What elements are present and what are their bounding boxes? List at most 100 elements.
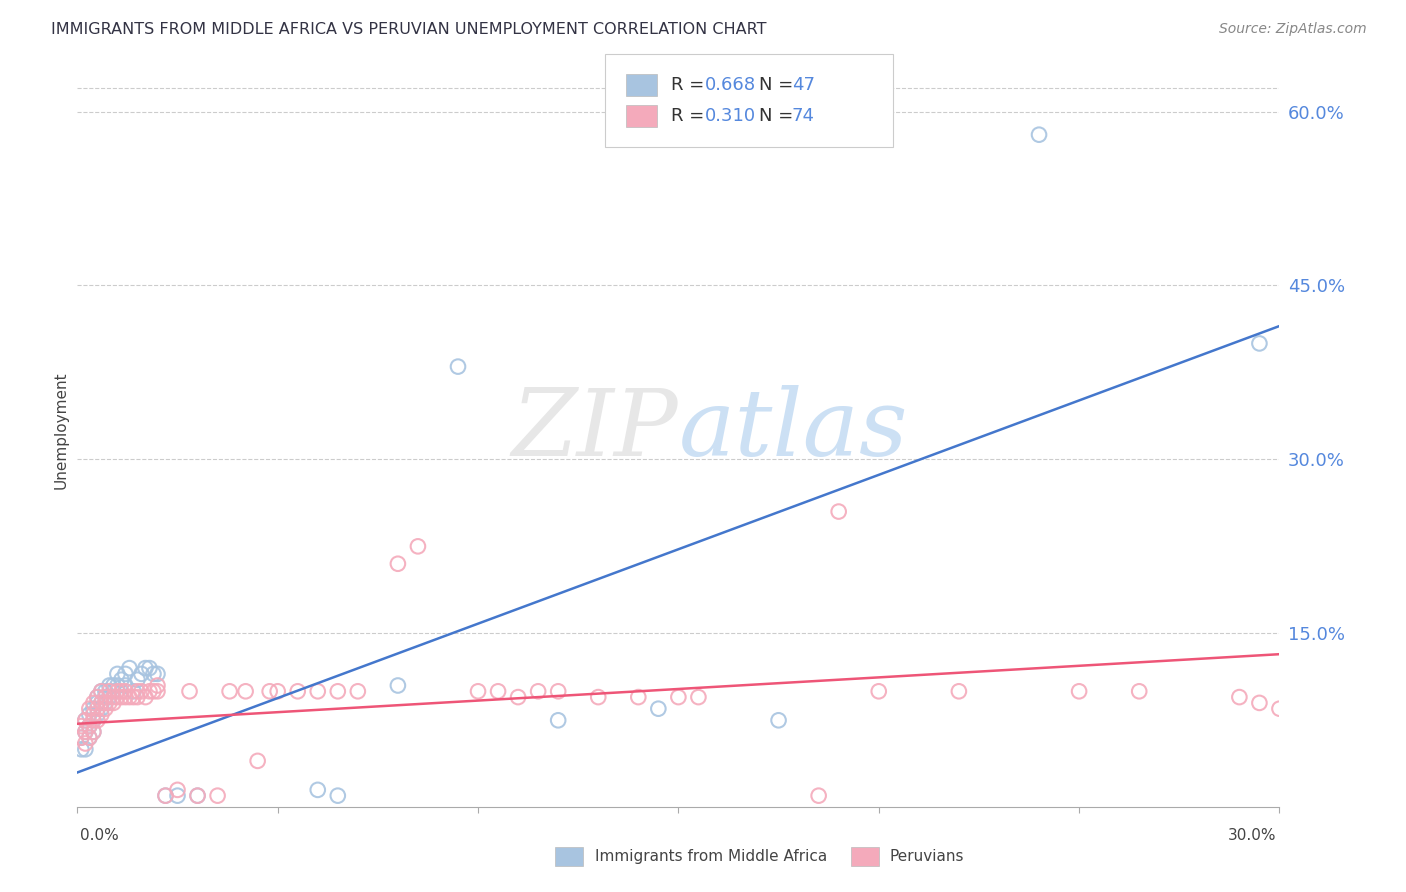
Point	[527, 684, 550, 698]
Text: 47: 47	[792, 76, 814, 94]
Text: 0.0%: 0.0%	[80, 829, 120, 843]
Point	[948, 684, 970, 698]
Point	[166, 783, 188, 797]
Point	[90, 696, 112, 710]
Point	[107, 667, 129, 681]
Point	[75, 714, 97, 728]
Point	[90, 696, 112, 710]
Point	[103, 679, 125, 693]
Point	[79, 701, 101, 715]
Point	[155, 789, 177, 803]
Point	[114, 684, 136, 698]
Point	[1028, 128, 1050, 142]
Point	[1128, 684, 1150, 698]
Point	[107, 679, 129, 693]
Point	[828, 505, 851, 519]
Point	[98, 690, 121, 705]
Point	[86, 701, 108, 715]
Point	[807, 789, 830, 803]
Point	[868, 684, 890, 698]
Point	[146, 679, 169, 693]
Point	[142, 684, 165, 698]
Point	[122, 690, 145, 705]
Text: IMMIGRANTS FROM MIDDLE AFRICA VS PERUVIAN UNEMPLOYMENT CORRELATION CHART: IMMIGRANTS FROM MIDDLE AFRICA VS PERUVIA…	[51, 22, 766, 37]
Point	[82, 724, 104, 739]
Text: 0.310: 0.310	[704, 107, 755, 125]
Point	[94, 690, 117, 705]
Point	[688, 690, 710, 705]
Point	[166, 789, 188, 803]
Point	[1069, 684, 1091, 698]
Y-axis label: Unemployment: Unemployment	[53, 372, 69, 489]
Point	[79, 707, 101, 722]
Text: N =: N =	[759, 107, 799, 125]
Point	[127, 684, 149, 698]
Point	[218, 684, 240, 698]
Point	[103, 690, 125, 705]
Point	[82, 714, 104, 728]
Text: atlas: atlas	[679, 385, 908, 475]
Point	[486, 684, 509, 698]
Point	[347, 684, 370, 698]
Point	[107, 690, 129, 705]
Text: R =: R =	[671, 107, 710, 125]
Point	[79, 719, 101, 733]
Point	[118, 690, 141, 705]
Point	[86, 707, 108, 722]
Text: Source: ZipAtlas.com: Source: ZipAtlas.com	[1219, 22, 1367, 37]
Text: R =: R =	[671, 76, 710, 94]
Point	[90, 707, 112, 722]
Point	[146, 667, 169, 681]
Point	[118, 661, 141, 675]
Point	[86, 696, 108, 710]
Point	[142, 667, 165, 681]
Point	[187, 789, 209, 803]
Point	[110, 690, 132, 705]
Point	[75, 724, 97, 739]
Text: Immigrants from Middle Africa: Immigrants from Middle Africa	[595, 849, 827, 863]
Point	[235, 684, 257, 698]
Point	[103, 696, 125, 710]
Point	[547, 684, 569, 698]
Point	[82, 701, 104, 715]
Point	[90, 701, 112, 715]
Point	[98, 684, 121, 698]
Point	[1229, 690, 1251, 705]
Point	[647, 701, 669, 715]
Point	[75, 742, 97, 756]
Point	[179, 684, 201, 698]
Point	[326, 789, 349, 803]
Point	[75, 724, 97, 739]
Point	[1249, 696, 1271, 710]
Point	[1249, 336, 1271, 351]
Point	[114, 667, 136, 681]
Point	[75, 714, 97, 728]
Point	[98, 696, 121, 710]
Point	[588, 690, 610, 705]
Point	[79, 731, 101, 745]
Point	[1268, 701, 1291, 715]
Text: 0.668: 0.668	[704, 76, 755, 94]
Text: Peruvians: Peruvians	[890, 849, 965, 863]
Point	[127, 690, 149, 705]
Point	[98, 679, 121, 693]
Point	[82, 724, 104, 739]
Point	[146, 684, 169, 698]
Point	[75, 737, 97, 751]
Point	[508, 690, 530, 705]
Point	[307, 783, 329, 797]
Point	[131, 684, 153, 698]
Point	[627, 690, 650, 705]
Point	[406, 539, 429, 553]
Point	[447, 359, 470, 374]
Point	[131, 667, 153, 681]
Point	[86, 690, 108, 705]
Point	[110, 673, 132, 687]
Point	[94, 701, 117, 715]
Point	[114, 690, 136, 705]
Point	[134, 661, 156, 675]
Point	[668, 690, 690, 705]
Point	[547, 714, 569, 728]
Point	[82, 707, 104, 722]
Point	[387, 557, 409, 571]
